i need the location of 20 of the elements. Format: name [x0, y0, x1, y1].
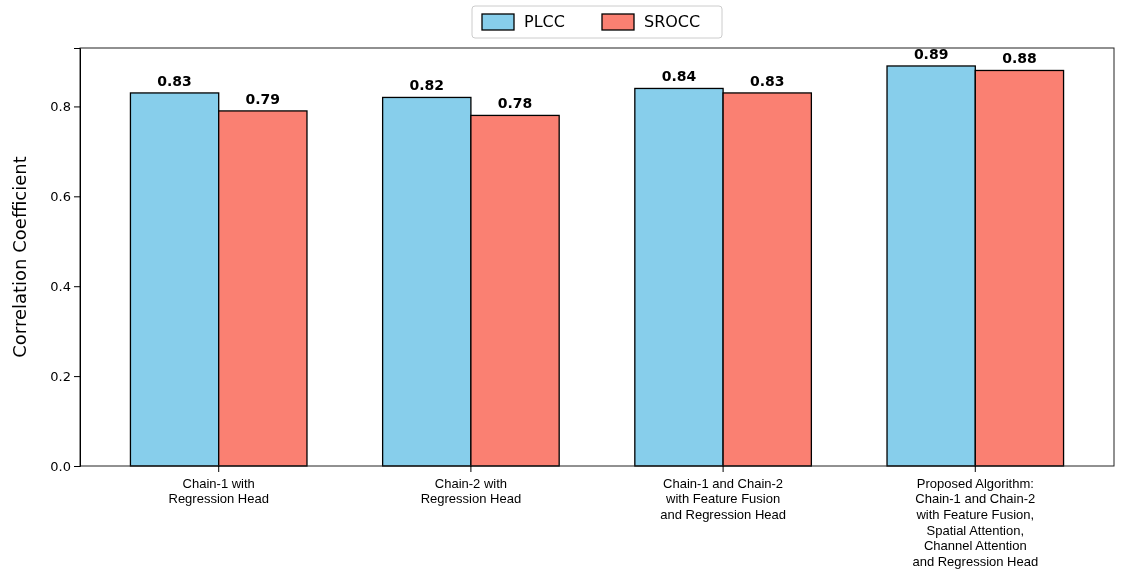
- x-tick-label: Proposed Algorithm: Chain-1 and Chain-2 with Feature Fusion, Spatial Attention, Channel Attention and Regression Head: [912, 475, 1039, 569]
- legend-label: SROCC: [644, 12, 701, 31]
- legend-label: PLCC: [524, 12, 565, 31]
- y-tick-label: 0.6: [50, 188, 71, 204]
- y-tick-label: 0.2: [50, 368, 71, 384]
- x-tick-label: Chain-1 and Chain-2 with Feature Fusion and Regression Head: [660, 475, 786, 522]
- data-label: 0.79: [245, 90, 281, 107]
- data-label: 0.83: [157, 72, 192, 89]
- x-tick-label: Chain-2 with Regression Head: [420, 475, 522, 507]
- data-label: 0.89: [913, 45, 949, 62]
- x-tick-label: Chain-1 with Regression Head: [168, 475, 269, 507]
- data-label: 0.84: [661, 68, 697, 85]
- y-axis-title: Correlation Coefficient: [9, 156, 30, 358]
- y-tick-label: 0.8: [50, 99, 71, 115]
- data-label: 0.82: [409, 77, 445, 94]
- data-label: 0.88: [1002, 50, 1037, 67]
- y-tick-label: 0.4: [50, 278, 71, 294]
- data-label: 0.83: [749, 72, 785, 89]
- data-label: 0.78: [497, 95, 533, 112]
- y-tick-label: 0.0: [50, 458, 71, 474]
